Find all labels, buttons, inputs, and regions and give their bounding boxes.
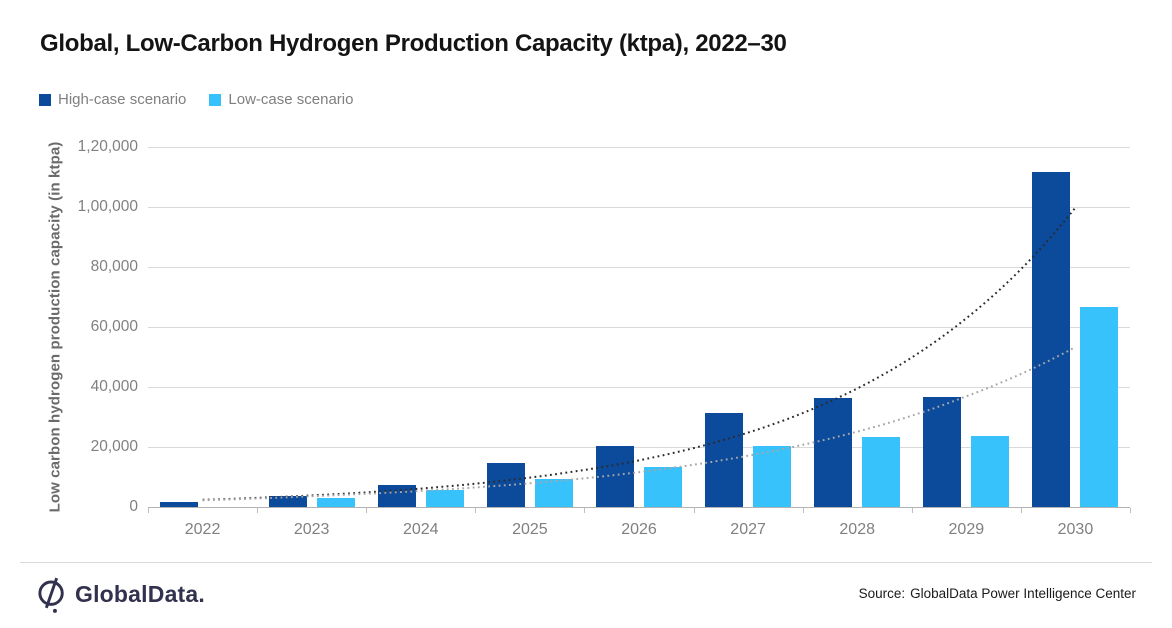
bar-low-2027 <box>753 446 792 507</box>
globaldata-logo-text: GlobalData. <box>75 581 206 607</box>
gridline-80000 <box>148 267 1130 268</box>
y-tick-label: 1,00,000 <box>77 198 138 215</box>
legend-item-high-case: High-case scenario <box>39 91 186 108</box>
legend-label-high-case: High-case scenario <box>58 91 187 108</box>
bar-high-2022 <box>159 502 198 507</box>
bar-high-2027 <box>705 413 744 507</box>
globaldata-logo: GlobalData. <box>36 576 205 613</box>
bar-low-2028 <box>862 437 901 507</box>
bar-high-2030 <box>1032 172 1071 507</box>
bar-high-2026 <box>596 446 634 507</box>
x-tick-label-2030: 2030 <box>1057 521 1094 538</box>
bar-high-2028 <box>814 398 853 507</box>
gridline-120000 <box>148 147 1130 148</box>
x-tick-label-2023: 2023 <box>293 521 330 538</box>
y-tick-label: 0 <box>129 498 138 515</box>
gridline-40000 <box>148 387 1130 388</box>
gridline-60000 <box>148 327 1130 328</box>
x-axis-tick <box>694 508 695 513</box>
bar-low-2026 <box>644 467 682 507</box>
bar-high-2023 <box>268 496 307 507</box>
y-tick-label: 1,20,000 <box>77 138 138 155</box>
x-tick-label-2024: 2024 <box>402 521 439 538</box>
x-axis-tick <box>584 508 585 513</box>
x-tick-label-2022: 2022 <box>184 521 221 538</box>
bar-low-2024 <box>425 490 464 507</box>
plot-area <box>148 147 1131 513</box>
y-tick-label: 20,000 <box>90 438 138 455</box>
x-axis-tick <box>257 508 258 513</box>
x-axis-tick <box>803 508 804 513</box>
source-text: GlobalData Power Intelligence Center <box>910 586 1136 601</box>
x-tick-label-2028: 2028 <box>839 521 875 538</box>
bar-high-2025 <box>486 463 525 507</box>
x-axis-tick <box>366 508 367 513</box>
bar-low-2025 <box>534 479 573 507</box>
footer-divider <box>20 562 1152 563</box>
legend-label-low-case: Low-case scenario <box>228 91 354 108</box>
y-tick-label: 40,000 <box>90 378 138 395</box>
gridline-100000 <box>148 207 1130 208</box>
x-axis-tick <box>475 508 476 513</box>
chart-title: Global, Low-Carbon Hydrogen Production C… <box>40 30 787 57</box>
y-tick-label: 60,000 <box>90 318 138 335</box>
x-axis-tick <box>148 508 149 513</box>
x-axis-tick <box>1021 508 1022 513</box>
low-case-swatch-icon <box>209 93 222 106</box>
legend-item-low-case: Low-case scenario <box>209 91 353 108</box>
x-tick-label-2025: 2025 <box>512 521 548 538</box>
globaldata-logo-icon <box>38 577 64 613</box>
bar-high-2029 <box>923 397 962 507</box>
bar-high-2024 <box>377 485 416 507</box>
x-axis-line <box>148 507 1130 508</box>
bar-low-2023 <box>316 498 355 507</box>
bar-low-2030 <box>1080 307 1119 507</box>
bar-low-2029 <box>971 436 1010 507</box>
legend: High-case scenario Low-case scenario <box>39 91 353 108</box>
source-label: Source: <box>858 586 906 601</box>
source-attribution: Source: GlobalData Power Intelligence Cen… <box>859 586 1136 601</box>
high-case-swatch-icon <box>39 93 51 106</box>
x-axis-tick <box>912 508 913 513</box>
x-tick-label-2027: 2027 <box>730 521 766 538</box>
x-tick-label-2026: 2026 <box>621 521 657 538</box>
x-axis-tick <box>1130 508 1131 513</box>
x-tick-label-2029: 2029 <box>948 521 985 538</box>
y-tick-label: 80,000 <box>90 258 138 275</box>
